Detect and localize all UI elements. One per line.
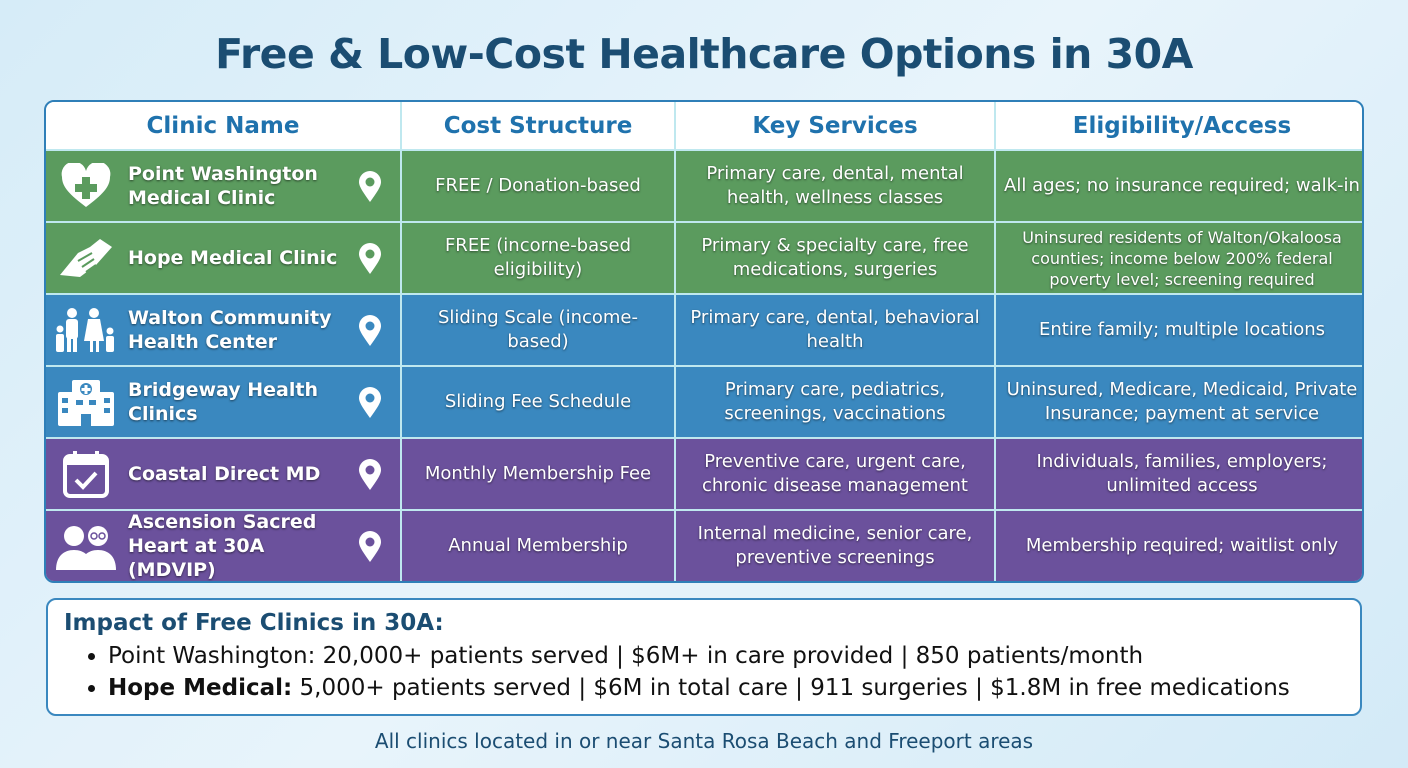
services-cell: Primary care, pediatrics, screenings, va… bbox=[676, 367, 994, 437]
impact-box: Impact of Free Clinics in 30A: Point Was… bbox=[46, 598, 1362, 716]
impact-text: Point Washington: 20,000+ patients serve… bbox=[108, 643, 1144, 669]
location-pin-icon[interactable] bbox=[358, 315, 382, 353]
eligibility-cell: Uninsured, Medicare, Medicaid, Private I… bbox=[996, 367, 1362, 437]
hospital-icon bbox=[54, 379, 118, 426]
column-header: Clinic Name bbox=[46, 102, 400, 149]
seniors-icon bbox=[54, 523, 118, 570]
location-pin-icon[interactable] bbox=[358, 171, 382, 209]
handshake-icon bbox=[54, 235, 118, 281]
location-pin-icon[interactable] bbox=[358, 243, 382, 281]
calendar-check-icon bbox=[54, 451, 118, 498]
clinic-name: Ascension Sacred Heart at 30A (MDVIP) bbox=[128, 511, 317, 581]
cost-cell: Sliding Scale (income-based) bbox=[402, 295, 674, 365]
page-title: Free & Low-Cost Healthcare Options in 30… bbox=[215, 30, 1193, 78]
clinic-name: Hope Medical Clinic bbox=[128, 247, 338, 269]
clinic-name-cell: Walton Community Health Center bbox=[46, 295, 400, 365]
heart-plus-icon bbox=[54, 163, 118, 209]
clinic-table: Clinic Name Cost Structure Key Services Eli… bbox=[44, 100, 1364, 583]
impact-label: Hope Medical: bbox=[108, 675, 293, 701]
impact-text: 5,000+ patients served | $6M in total ca… bbox=[292, 675, 1290, 701]
cost-cell: FREE / Donation-based bbox=[402, 151, 674, 221]
clinic-name: Point Washington Medical Clinic bbox=[128, 163, 318, 209]
clinic-name-cell: Ascension Sacred Heart at 30A (MDVIP) bbox=[46, 511, 400, 581]
services-cell: Primary & specialty care, free medicatio… bbox=[676, 223, 994, 293]
family-icon bbox=[54, 307, 118, 353]
location-pin-icon[interactable] bbox=[358, 459, 382, 497]
services-cell: Internal medicine, senior care, preventi… bbox=[676, 511, 994, 581]
column-header: Eligibility/Access bbox=[996, 102, 1362, 149]
impact-item: Hope Medical: 5,000+ patients served | $… bbox=[108, 672, 1344, 704]
services-cell: Primary care, dental, behavioral health bbox=[676, 295, 994, 365]
footer-note: All clinics located in or near Santa Ros… bbox=[374, 729, 1034, 753]
impact-item: Point Washington: 20,000+ patients serve… bbox=[108, 640, 1344, 672]
clinic-name: Walton Community Health Center bbox=[128, 307, 332, 353]
cost-cell: Sliding Fee Schedule bbox=[402, 367, 674, 437]
clinic-name-cell: Point Washington Medical Clinic bbox=[46, 151, 400, 221]
column-header: Cost Structure bbox=[402, 102, 674, 149]
eligibility-cell: Membership required; waitlist only bbox=[996, 511, 1362, 581]
services-cell: Primary care, dental, mental health, wel… bbox=[676, 151, 994, 221]
clinic-name: Bridgeway Health Clinics bbox=[128, 379, 318, 425]
eligibility-cell: Individuals, families, employers; unlimi… bbox=[996, 439, 1362, 509]
column-header: Key Services bbox=[676, 102, 994, 149]
services-cell: Preventive care, urgent care, chronic di… bbox=[676, 439, 994, 509]
location-pin-icon[interactable] bbox=[358, 387, 382, 425]
impact-heading: Impact of Free Clinics in 30A: bbox=[64, 610, 444, 636]
cost-cell: FREE (incorne-based eligibility) bbox=[402, 223, 674, 293]
clinic-name-cell: Coastal Direct MD bbox=[46, 439, 400, 509]
clinic-name-cell: Bridgeway Health Clinics bbox=[46, 367, 400, 437]
clinic-name: Coastal Direct MD bbox=[128, 463, 321, 485]
eligibility-cell: Entire family; multiple locations bbox=[996, 295, 1362, 365]
cost-cell: Monthly Membership Fee bbox=[402, 439, 674, 509]
clinic-name-cell: Hope Medical Clinic bbox=[46, 223, 400, 293]
cost-cell: Annual Membership bbox=[402, 511, 674, 581]
eligibility-cell: Uninsured residents of Walton/Okaloosa c… bbox=[996, 223, 1362, 293]
eligibility-cell: All ages; no insurance required; walk-in bbox=[996, 151, 1362, 221]
location-pin-icon[interactable] bbox=[358, 531, 382, 569]
